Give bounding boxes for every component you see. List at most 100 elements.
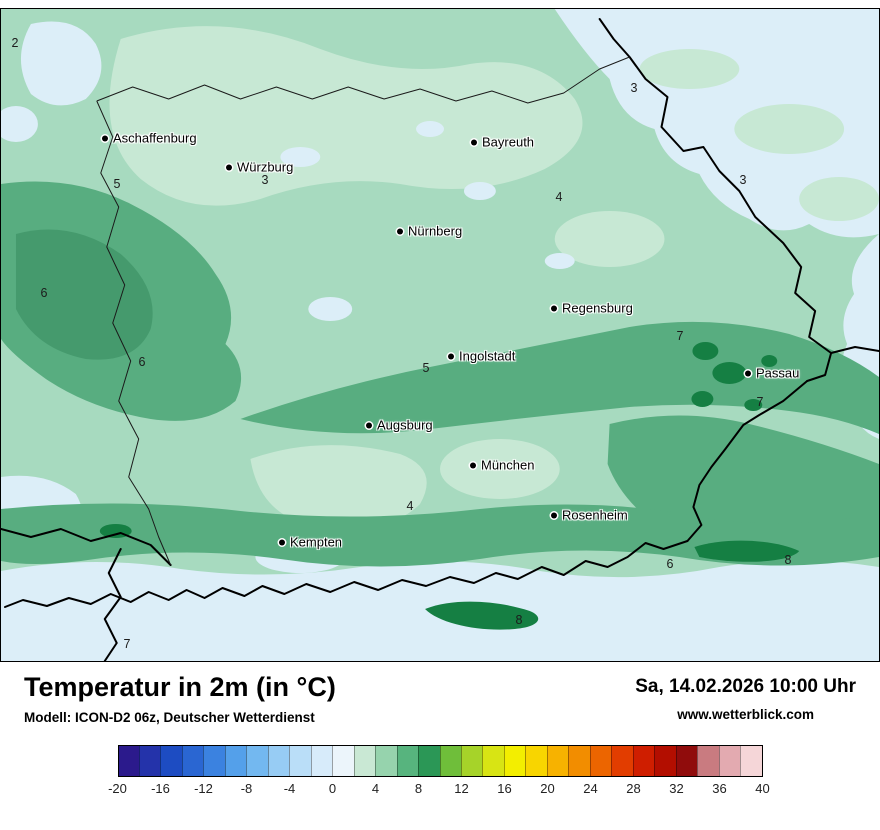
- legend-color-segment: [611, 746, 633, 776]
- temperature-value-label: 4: [555, 190, 563, 204]
- temperature-value-label: 8: [784, 553, 792, 567]
- legend-color-segment: [632, 746, 655, 776]
- state-borders: [96, 56, 630, 566]
- legend-color-segment: [568, 746, 590, 776]
- legend-tick-labels: -20 -16 -12 -8 -4 0 4 8 12 16 20 24 28 32 36 40: [108, 781, 770, 801]
- legend-color-segment: [589, 746, 612, 776]
- map-caption-bar: Temperatur in 2m (in °C) Modell: ICON-D2…: [0, 662, 880, 731]
- temperature-value-label: 6: [40, 286, 48, 300]
- city-label: Kempten: [290, 534, 343, 550]
- model-info: Modell: ICON-D2 06z, Deutscher Wetterdie…: [24, 710, 315, 726]
- legend-tick-label: 16: [497, 781, 512, 796]
- legend-color-segment: [289, 746, 311, 776]
- legend-color-segment: [267, 746, 290, 776]
- legend-tick-label: -12: [194, 781, 213, 796]
- city-marker: Augsburg: [366, 418, 433, 433]
- legend-tick-label: 8: [414, 781, 423, 796]
- legend-color-segment: [224, 746, 247, 776]
- legend-color-segment: [375, 746, 397, 776]
- legend-color-segment: [718, 746, 741, 776]
- legend-tick-label: 40: [755, 781, 770, 796]
- website-link[interactable]: www.wetterblick.com: [677, 707, 815, 722]
- legend-color-segment: [310, 746, 333, 776]
- city-dot-icon: [551, 512, 557, 518]
- legend-color-segment: [525, 746, 547, 776]
- mild-temp-regions: [109, 26, 665, 529]
- temperature-value-label: 5: [113, 177, 121, 191]
- city-dot-icon: [226, 164, 232, 170]
- city-label: Nürnberg: [408, 223, 463, 239]
- legend-tick-label: 12: [454, 781, 469, 796]
- legend-tick-label: 36: [712, 781, 727, 796]
- temperature-value-label: 7: [123, 637, 131, 651]
- city-marker: München: [470, 458, 534, 473]
- city-dot-icon: [279, 539, 285, 545]
- city-label: Rosenheim: [562, 507, 628, 523]
- legend-tick-label: -16: [151, 781, 170, 796]
- temperature-legend: -20 -16 -12 -8 -4 0 4 8 12 16 20 24 28 32 36 40: [108, 745, 770, 801]
- legend-color-segment: [353, 746, 376, 776]
- legend-tick-label: -8: [240, 781, 253, 796]
- legend-color-segment: [160, 746, 182, 776]
- temperature-value-label: 7: [756, 395, 764, 409]
- city-marker: Passau: [745, 366, 799, 381]
- city-marker: Regensburg: [551, 301, 633, 316]
- city-marker: Ingolstadt: [448, 349, 515, 364]
- city-marker: Aschaffenburg: [102, 131, 197, 146]
- city-dot-icon: [102, 135, 108, 141]
- legend-tick-label: 28: [626, 781, 641, 796]
- legend-color-segment: [203, 746, 225, 776]
- city-dot-icon: [470, 462, 476, 468]
- city-label: Regensburg: [562, 300, 633, 316]
- legend-color-segment: [503, 746, 526, 776]
- city-marker: Nürnberg: [397, 224, 462, 239]
- city-label: Aschaffenburg: [113, 130, 197, 146]
- forecast-datetime: Sa, 14.02.2026 10:00 Uhr: [635, 676, 856, 697]
- city-dot-icon: [366, 422, 372, 428]
- legend-color-segment: [654, 746, 676, 776]
- temperature-value-label: 3: [739, 173, 747, 187]
- city-dot-icon: [448, 353, 454, 359]
- legend-color-segment: [482, 746, 504, 776]
- temperature-value-label: 2: [11, 36, 19, 50]
- caption-right: Sa, 14.02.2026 10:00 Uhr www.wetterblick…: [635, 672, 856, 722]
- legend-color-segment: [246, 746, 268, 776]
- temperature-value-label: 6: [138, 355, 146, 369]
- legend-color-segment: [697, 746, 719, 776]
- city-dot-icon: [745, 370, 751, 376]
- city-marker: Rosenheim: [551, 508, 628, 523]
- legend-tick-label: 20: [540, 781, 555, 796]
- temperature-value-label: 7: [676, 329, 684, 343]
- temperature-value-label: 3: [630, 81, 638, 95]
- city-marker: Bayreuth: [471, 135, 534, 150]
- legend-color-segment: [439, 746, 461, 776]
- legend-color-bar: [117, 745, 763, 777]
- legend-tick-label: 24: [583, 781, 598, 796]
- legend-color-segment: [181, 746, 204, 776]
- temperature-value-label: 8: [515, 613, 523, 627]
- temperature-value-label: 3: [261, 173, 269, 187]
- legend-tick-label: 0: [328, 781, 337, 796]
- city-dot-icon: [551, 305, 557, 311]
- city-marker: Kempten: [279, 535, 342, 550]
- legend-color-segment: [118, 746, 139, 776]
- temperature-value-label: 6: [666, 557, 674, 571]
- city-label: München: [481, 457, 535, 473]
- city-label: Ingolstadt: [459, 348, 516, 364]
- legend-color-segment: [138, 746, 161, 776]
- warmest-spots: [99, 342, 800, 630]
- city-dot-icon: [471, 139, 477, 145]
- city-label: Passau: [756, 365, 800, 381]
- legend-color-segment: [675, 746, 698, 776]
- temperature-map-graphic: [1, 9, 879, 661]
- warm-temp-regions: [1, 181, 879, 567]
- legend-color-segment: [461, 746, 483, 776]
- national-borders: [1, 18, 879, 661]
- legend-color-segment: [332, 746, 354, 776]
- legend-tick-label: -4: [283, 781, 296, 796]
- weather-map: Aschaffenburg Würzburg Bayreuth Nürnberg Reg…: [0, 8, 880, 662]
- legend-tick-label: 32: [669, 781, 684, 796]
- city-label: Bayreuth: [482, 134, 535, 150]
- legend-color-segment: [546, 746, 569, 776]
- legend-color-segment: [418, 746, 440, 776]
